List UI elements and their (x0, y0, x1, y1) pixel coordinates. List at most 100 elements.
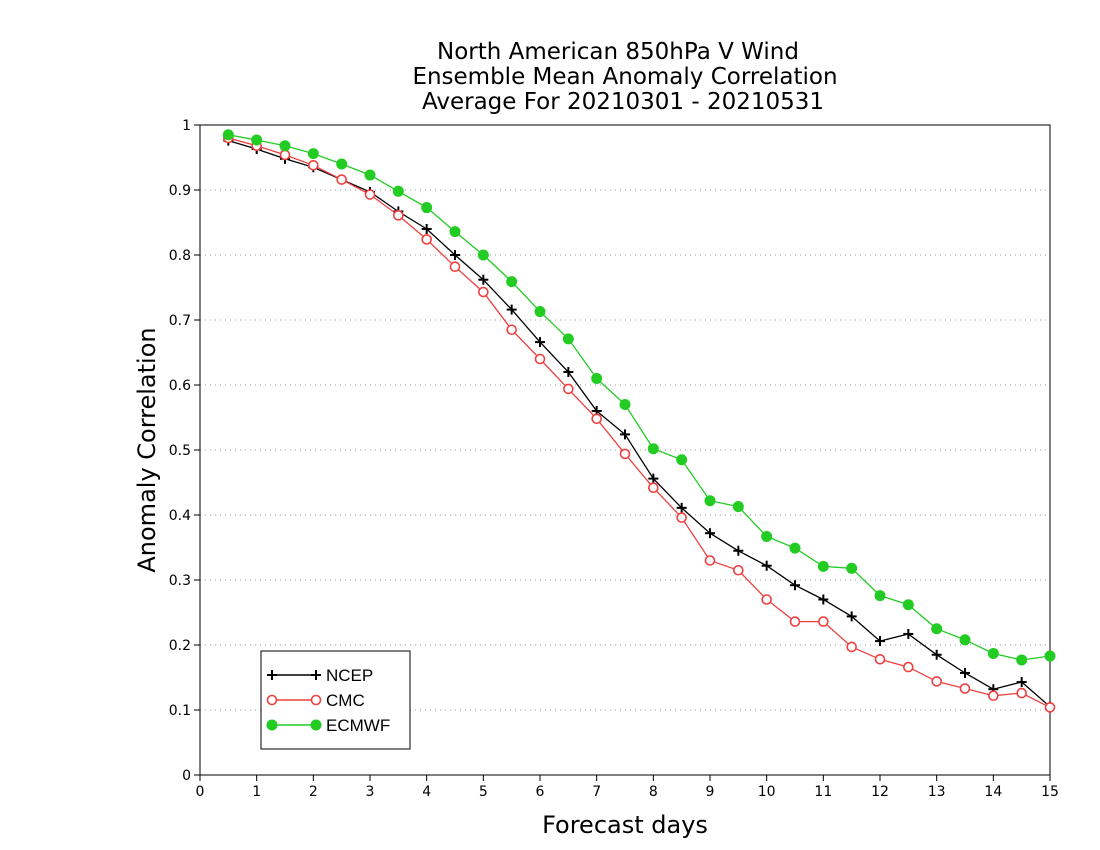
data-point-cmc (789, 616, 801, 627)
series-lines (222, 129, 1056, 713)
data-point-ncep (846, 611, 857, 622)
data-point-ncep (931, 649, 942, 660)
data-point-ncep (903, 628, 914, 639)
data-point-cmc (393, 210, 404, 221)
x-tick-label: 3 (366, 784, 375, 800)
data-point-ncep (1016, 677, 1027, 688)
y-tick-labels: 0 0.1 0.2 0.3 0.4 0.5 0.6 0.7 0.8 0.9 1 (169, 118, 191, 784)
series-ecmwf (222, 129, 1056, 666)
legend-label-ecmwf: ECMWF (326, 716, 390, 735)
data-point-ncep (960, 667, 970, 678)
legend-item-ecmwf: ECMWF (266, 716, 390, 735)
data-point-cmc (1044, 702, 1056, 713)
chart-title: North American 850hPa V Wind Ensemble Me… (412, 39, 837, 115)
legend-marker (266, 694, 278, 706)
y-tick-label: 0.8 (169, 248, 191, 264)
x-axis-title: Forecast days (542, 811, 708, 839)
series-line-cmc (228, 137, 1051, 708)
data-point-cmc (563, 383, 574, 395)
data-point-ecmwf (959, 634, 971, 646)
data-point-ecmwf (364, 169, 376, 181)
series-line-ecmwf (228, 134, 1051, 661)
x-tick-label: 2 (309, 784, 318, 800)
y-tick-label: 0.4 (169, 508, 191, 524)
legend-marker (266, 719, 278, 731)
data-point-ecmwf (647, 443, 659, 455)
legend-marker (310, 694, 322, 706)
y-tick-label: 0.2 (169, 638, 191, 654)
data-point-ncep (535, 337, 545, 348)
x-tick-label: 9 (706, 784, 715, 800)
data-point-cmc (336, 174, 347, 185)
y-tick-label: 0.9 (169, 183, 191, 199)
data-point-cmc (959, 683, 971, 694)
data-point-cmc (931, 676, 942, 687)
data-point-cmc (478, 286, 489, 298)
data-point-ncep (761, 560, 772, 571)
data-point-ecmwf (222, 129, 234, 141)
x-tick-label: 8 (649, 784, 658, 800)
y-tick-label: 0.7 (169, 313, 191, 329)
data-point-cmc (818, 616, 829, 627)
data-point-cmc (1016, 687, 1027, 699)
data-point-cmc (591, 413, 602, 425)
data-point-ncep (506, 304, 517, 315)
data-point-cmc (534, 353, 546, 365)
y-axis-title: Anomaly Correlation (133, 327, 161, 572)
data-point-cmc (988, 690, 999, 702)
data-point-ecmwf (534, 306, 546, 318)
x-tick-label: 14 (984, 784, 1002, 800)
legend-item-ncep: NCEP (267, 666, 373, 685)
x-tick-label: 11 (814, 784, 832, 800)
data-point-cmc (676, 512, 687, 523)
legend-marker (267, 670, 277, 680)
y-tick-label: 0.3 (169, 573, 191, 589)
data-point-cmc (619, 448, 631, 460)
legend-marker (311, 670, 321, 680)
data-point-ecmwf (761, 530, 773, 542)
chart-title-line-1: North American 850hPa V Wind (437, 39, 799, 65)
data-point-cmc (364, 189, 376, 200)
data-point-ecmwf (846, 562, 858, 574)
data-point-cmc (506, 324, 517, 336)
data-point-cmc (874, 653, 886, 665)
data-point-ncep (478, 274, 489, 285)
chart-title-line-2: Ensemble Mean Anomaly Correlation (412, 64, 837, 90)
y-tick-label: 1 (182, 118, 191, 134)
series-line-ncep (228, 139, 1051, 708)
data-point-cmc (648, 482, 659, 494)
data-point-ecmwf (449, 226, 461, 238)
x-tick-label: 6 (536, 784, 545, 800)
data-point-ecmwf (902, 599, 914, 611)
data-point-ecmwf (562, 333, 574, 345)
x-tick-label: 0 (196, 784, 205, 800)
data-point-ncep (620, 429, 630, 440)
data-point-ecmwf (874, 590, 886, 602)
legend-entries: NCEP CMC ECMWF (266, 666, 390, 735)
data-point-ncep (790, 580, 800, 591)
data-point-ecmwf (307, 148, 319, 160)
chart-title-line-3: Average For 20210301 - 20210531 (422, 89, 824, 115)
x-tick-label: 7 (592, 784, 601, 800)
data-point-ncep (733, 545, 744, 556)
data-point-ecmwf (477, 249, 489, 261)
data-point-ncep (648, 473, 659, 484)
data-point-cmc (903, 661, 914, 673)
data-point-cmc (279, 149, 291, 161)
data-point-ecmwf (676, 454, 688, 466)
data-point-cmc (421, 234, 432, 245)
data-point-ncep (705, 528, 715, 539)
x-tick-label: 12 (871, 784, 889, 800)
data-point-ecmwf (392, 185, 404, 197)
data-point-cmc (449, 261, 461, 273)
data-point-cmc (308, 160, 319, 171)
axis-ticks (194, 124, 1051, 781)
data-point-cmc (733, 564, 744, 576)
data-point-cmc (846, 641, 857, 653)
data-point-ecmwf (931, 623, 943, 635)
data-point-ncep (421, 224, 432, 234)
data-point-ncep (818, 594, 829, 605)
y-tick-label: 0.1 (169, 703, 191, 719)
data-point-ecmwf (591, 373, 603, 384)
